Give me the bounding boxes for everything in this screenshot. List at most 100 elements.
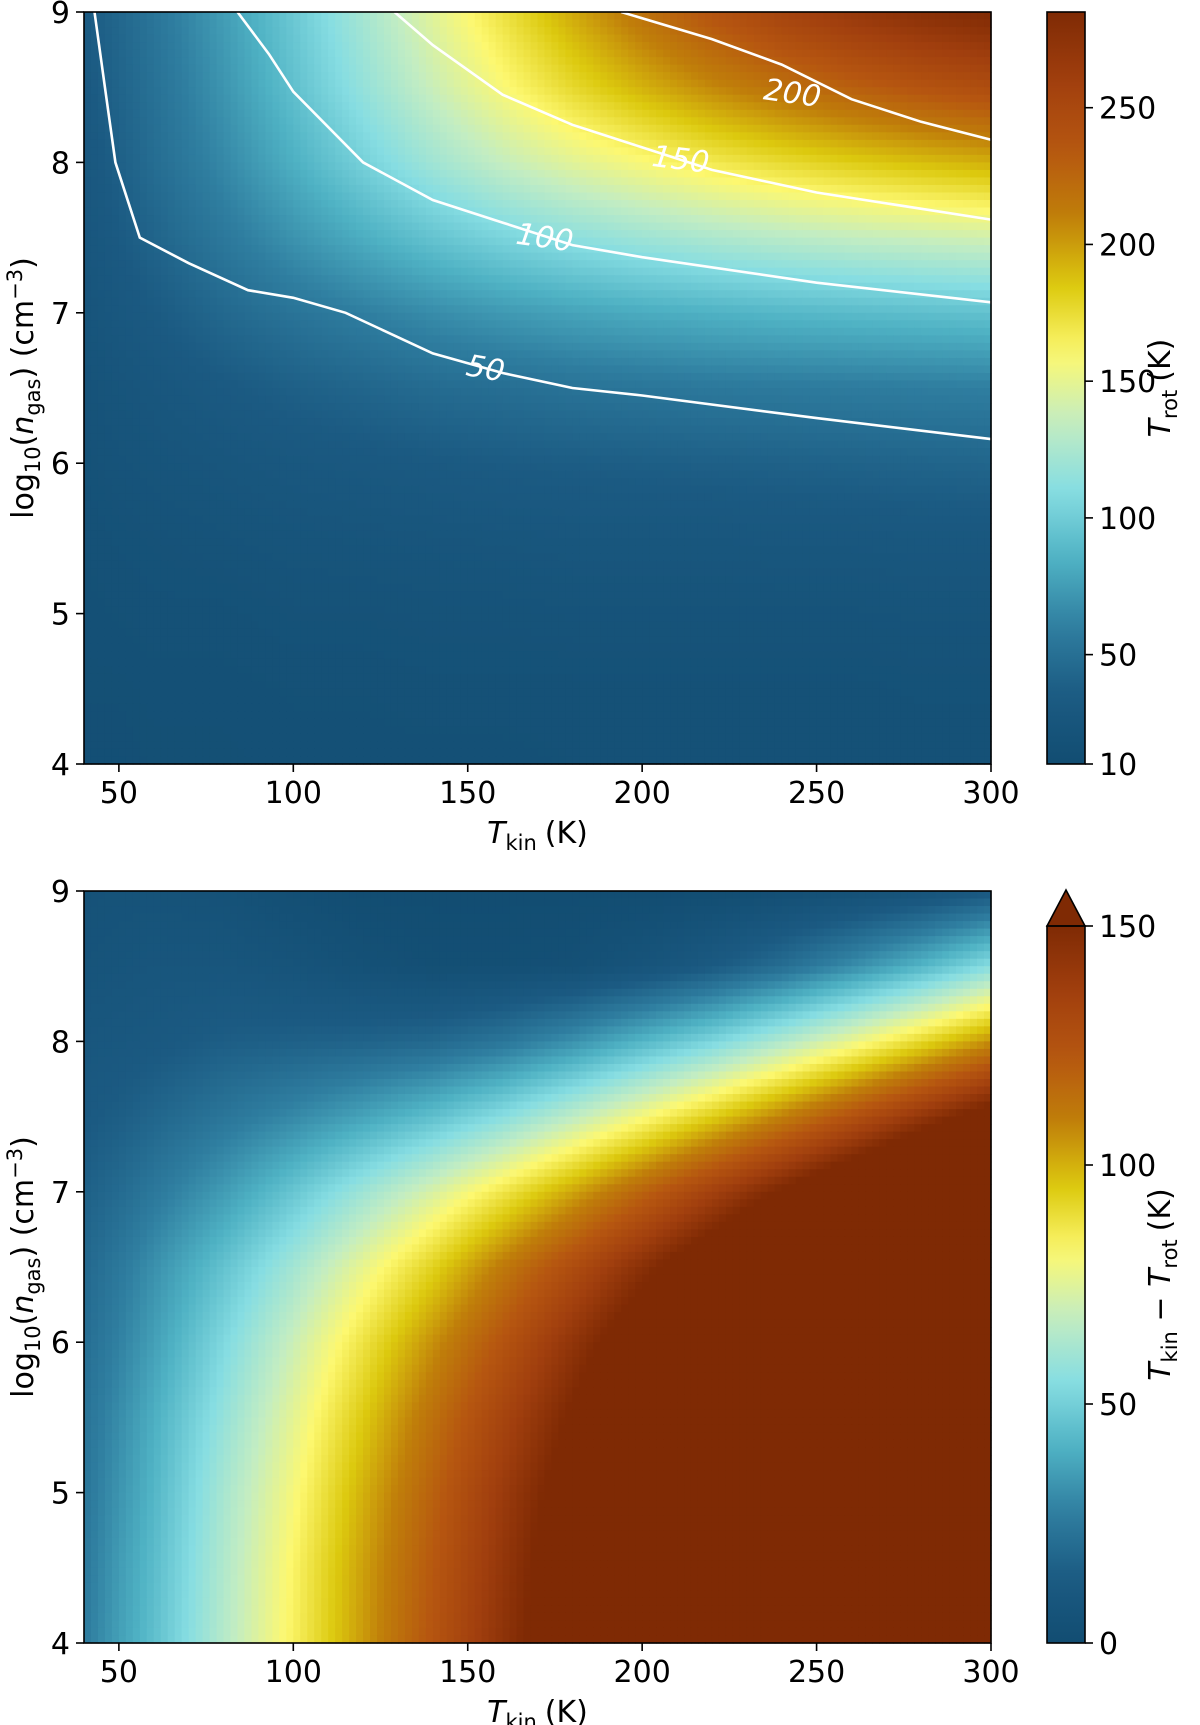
heatmap-cell (433, 80, 441, 88)
heatmap-cell (272, 110, 280, 118)
heatmap-cell (321, 102, 329, 110)
heatmap-cell (398, 57, 406, 65)
heatmap-cell (91, 87, 99, 95)
heatmap-cell (328, 57, 336, 65)
heatmap-cell (558, 50, 566, 58)
heatmap-cell (872, 27, 880, 35)
heatmap-cell (244, 80, 252, 88)
heatmap-cell (447, 102, 455, 110)
heatmap-cell (342, 72, 350, 80)
heatmap-cell (956, 87, 964, 95)
heatmap-cell (831, 65, 839, 73)
heatmap-cell (956, 35, 964, 43)
heatmap-cell (314, 20, 322, 28)
heatmap-cell (154, 20, 162, 28)
heatmap-cell (377, 27, 385, 35)
heatmap-cell (154, 65, 162, 73)
heatmap-cell (510, 110, 518, 118)
heatmap-cell (356, 57, 364, 65)
heatmap-cell (942, 42, 950, 50)
heatmap-cell (956, 42, 964, 50)
heatmap-cell (740, 102, 748, 110)
heatmap-cell (517, 20, 525, 28)
heatmap-cell (447, 110, 455, 118)
heatmap-cell (963, 27, 971, 35)
heatmap-cell (147, 87, 155, 95)
heatmap-cell (314, 42, 322, 50)
heatmap-cell (531, 57, 539, 65)
heatmap-cell (426, 27, 434, 35)
heatmap-cell (935, 57, 943, 65)
heatmap-cell (579, 65, 587, 73)
heatmap-cell (949, 50, 957, 58)
heatmap-cell (412, 72, 420, 80)
heatmap-cell (677, 35, 685, 43)
heatmap-cell (328, 72, 336, 80)
heatmap-cell (635, 95, 643, 103)
heatmap-cell (642, 35, 650, 43)
heatmap-cell (740, 20, 748, 28)
heatmap-cell (705, 65, 713, 73)
heatmap-cell (391, 50, 399, 58)
heatmap-cell (335, 65, 343, 73)
heatmap-cell (258, 72, 266, 80)
heatmap-cell (942, 35, 950, 43)
heatmap-cell (328, 35, 336, 43)
heatmap-cell (237, 27, 245, 35)
heatmap-cell (398, 65, 406, 73)
heatmap-cell (210, 102, 218, 110)
heatmap-cell (405, 12, 413, 20)
heatmap-cell (496, 20, 504, 28)
heatmap-cell (489, 20, 497, 28)
heatmap-cell (900, 102, 908, 110)
heatmap-cell (328, 110, 336, 118)
heatmap-cell (328, 65, 336, 73)
heatmap-cell (768, 50, 776, 58)
heatmap-cell (384, 27, 392, 35)
heatmap-cell (147, 110, 155, 118)
heatmap-cell (147, 20, 155, 28)
heatmap-cell (447, 27, 455, 35)
heatmap-cell (510, 35, 518, 43)
heatmap-cell (586, 12, 594, 20)
heatmap-cell (928, 35, 936, 43)
heatmap-cell (844, 87, 852, 95)
heatmap-cell (935, 65, 943, 73)
heatmap-cell (572, 42, 580, 50)
heatmap-cell (496, 50, 504, 58)
heatmap-cell (237, 57, 245, 65)
heatmap-cell (224, 102, 232, 110)
heatmap-cell (224, 95, 232, 103)
heatmap-cell (189, 102, 197, 110)
heatmap-cell (265, 65, 273, 73)
heatmap-cell (377, 12, 385, 20)
heatmap-cell (419, 65, 427, 73)
heatmap-cell (579, 95, 587, 103)
heatmap-cell (831, 12, 839, 20)
heatmap-cell (733, 20, 741, 28)
heatmap-cell (970, 42, 978, 50)
heatmap-cell (977, 102, 985, 110)
heatmap-cell (914, 12, 922, 20)
heatmap-cell (538, 80, 546, 88)
heatmap-cell (886, 27, 894, 35)
heatmap-cell (747, 87, 755, 95)
heatmap-cell (893, 95, 901, 103)
heatmap-cell (789, 50, 797, 58)
heatmap-cell (824, 12, 832, 20)
heatmap-cell (551, 42, 559, 50)
heatmap-cell (747, 35, 755, 43)
heatmap-cell (824, 95, 832, 103)
heatmap-cell (328, 95, 336, 103)
heatmap-cell (217, 80, 225, 88)
heatmap-cell (217, 20, 225, 28)
heatmap-cell (307, 50, 315, 58)
heatmap-cell (335, 57, 343, 65)
heatmap-cell (935, 20, 943, 28)
heatmap-cell (754, 80, 762, 88)
heatmap-cell (468, 27, 476, 35)
heatmap-cell (517, 110, 525, 118)
heatmap-cell (307, 42, 315, 50)
heatmap-cell (203, 102, 211, 110)
